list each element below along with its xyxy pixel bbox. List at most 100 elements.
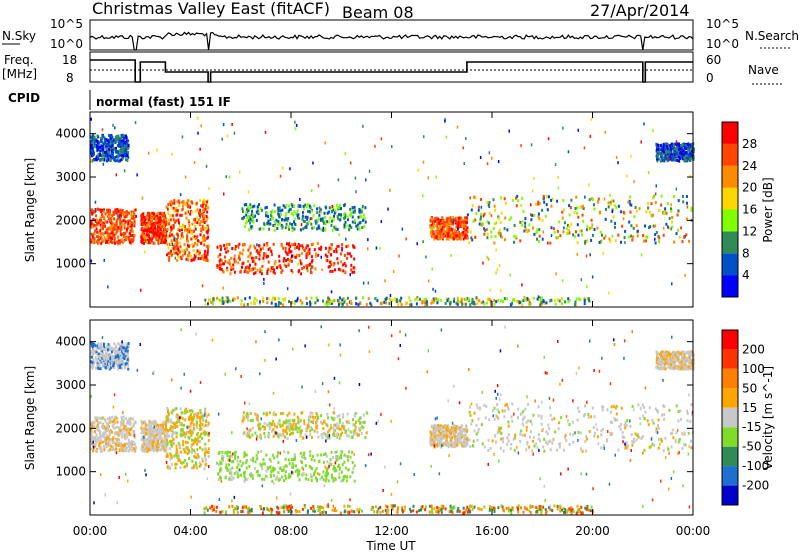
heatmap-cell — [113, 138, 116, 142]
heatmap-cell — [568, 299, 571, 303]
heatmap-cell — [196, 221, 199, 225]
heatmap-cell — [250, 471, 253, 475]
heatmap-cell — [263, 259, 265, 263]
heatmap-cell — [350, 302, 353, 305]
heatmap-cell — [278, 259, 281, 263]
heatmap-cell — [258, 244, 261, 248]
heatmap-cell — [293, 455, 296, 459]
heatmap-cell — [676, 155, 679, 159]
heatmap-cell — [567, 223, 569, 227]
heatmap-cell — [114, 148, 117, 152]
heatmap-cell — [638, 207, 641, 211]
heatmap-cell — [174, 248, 177, 251]
heatmap-cell — [120, 158, 123, 161]
heatmap-cell — [257, 473, 260, 477]
heatmap-cell — [343, 204, 346, 207]
heatmap-cell — [234, 456, 237, 460]
heatmap-cell — [347, 455, 349, 459]
heatmap-cell — [375, 246, 378, 250]
heatmap-cell — [212, 297, 215, 301]
heatmap-cell — [186, 452, 189, 456]
heatmap-cell — [224, 255, 226, 259]
heatmap-cell — [324, 474, 327, 478]
heatmap-cell — [343, 300, 346, 304]
heatmap-cell — [145, 229, 148, 233]
heatmap-cell — [112, 426, 115, 429]
heatmap-cell — [118, 432, 121, 436]
heatmap-cell — [474, 218, 477, 222]
heatmap-cell — [247, 271, 250, 274]
heatmap-cell — [533, 213, 536, 217]
power-plot-bg — [90, 112, 693, 307]
heatmap-cell — [272, 224, 275, 227]
heatmap-cell — [149, 240, 152, 244]
heatmap-cell — [617, 233, 620, 237]
heatmap-cell — [282, 432, 285, 436]
heatmap-cell — [307, 420, 310, 424]
heatmap-cell — [108, 134, 111, 137]
heatmap-cell — [122, 147, 125, 151]
heatmap-cell — [524, 217, 527, 221]
heatmap-cell — [174, 256, 177, 260]
heatmap-cell — [310, 255, 313, 259]
heatmap-cell — [122, 419, 125, 423]
heatmap-cell — [184, 202, 187, 206]
heatmap-cell — [146, 213, 149, 217]
heatmap-cell — [114, 222, 117, 226]
heatmap-cell — [257, 212, 260, 216]
heatmap-cell — [353, 205, 356, 209]
heatmap-cell — [126, 421, 129, 425]
heatmap-cell — [191, 222, 194, 226]
heatmap-cell — [361, 425, 364, 429]
heatmap-cell — [195, 438, 197, 442]
heatmap-cell — [277, 303, 280, 307]
heatmap-cell — [652, 224, 655, 228]
heatmap-cell — [240, 302, 243, 306]
nsky-panel: N.Sky 10^5 10^0 N.Search 10^5 10^0 — [2, 17, 799, 51]
heatmap-cell — [110, 231, 113, 235]
heatmap-cell — [436, 301, 439, 305]
heatmap-cell — [109, 155, 112, 159]
heatmap-cell — [450, 228, 453, 231]
heatmap-cell — [277, 220, 280, 224]
heatmap-cell — [199, 421, 202, 425]
heatmap-cell — [322, 432, 325, 435]
heatmap-cell — [333, 225, 336, 229]
heatmap-cell — [135, 446, 137, 450]
heatmap-cell — [310, 296, 313, 300]
heatmap-cell — [587, 297, 590, 301]
heatmap-cell — [293, 227, 296, 231]
heatmap-cell — [172, 201, 175, 205]
heatmap-cell — [593, 228, 596, 231]
heatmap-cell — [487, 221, 490, 225]
heatmap-cell — [165, 420, 168, 424]
heatmap-cell — [236, 471, 239, 475]
heatmap-cell — [156, 221, 159, 225]
heatmap-cell — [274, 271, 277, 275]
heatmap-cell — [681, 153, 684, 157]
heatmap-cell — [160, 439, 163, 443]
heatmap-cell — [649, 225, 652, 229]
heatmap-cell — [206, 259, 209, 262]
heatmap-cell — [220, 259, 223, 263]
heatmap-cell — [204, 423, 207, 427]
heatmap-cell — [336, 455, 339, 458]
heatmap-cell — [327, 210, 330, 214]
heatmap-cell — [628, 199, 631, 203]
heatmap-cell — [251, 476, 254, 480]
heatmap-cell — [584, 195, 586, 199]
heatmap-cell — [590, 197, 593, 201]
heatmap-cell — [101, 224, 104, 228]
heatmap-cell — [287, 217, 290, 220]
heatmap-cell — [316, 207, 318, 211]
heatmap-cell — [493, 204, 496, 208]
heatmap-cell — [196, 453, 199, 457]
heatmap-cell — [388, 302, 391, 306]
heatmap-cell — [292, 243, 295, 247]
heatmap-cell — [129, 446, 132, 450]
heatmap-cell — [181, 135, 184, 139]
heatmap-cell — [141, 443, 144, 447]
heatmap-cell — [492, 198, 495, 202]
heatmap-cell — [645, 210, 648, 214]
heatmap-cell — [203, 243, 206, 247]
